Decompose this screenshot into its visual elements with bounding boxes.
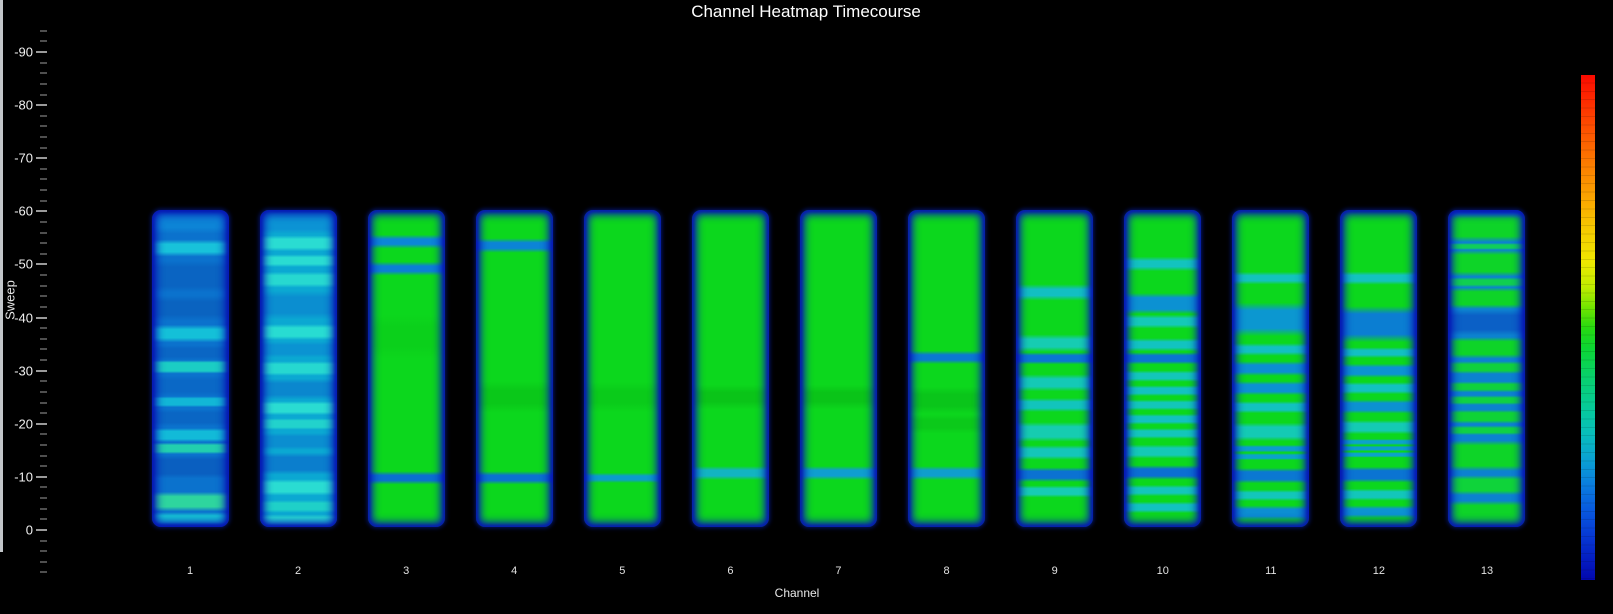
y-minor-tick [40, 486, 47, 489]
y-minor-tick [40, 189, 47, 192]
x-tick-label: 4 [511, 565, 518, 577]
y-tick-label: -60 [14, 203, 33, 219]
y-tick-label: -30 [14, 363, 33, 379]
x-tick-label: 8 [943, 565, 950, 577]
y-minor-tick [40, 29, 47, 32]
chart-title: Channel Heatmap Timecourse [691, 2, 921, 21]
y-tick-label: -90 [14, 44, 33, 60]
y-major-tick [36, 263, 47, 266]
y-minor-tick [40, 82, 47, 85]
x-tick-label: 10 [1156, 565, 1169, 577]
heatmap-column-channel-6 [691, 210, 769, 527]
y-minor-tick [40, 412, 47, 415]
y-major-tick [36, 316, 47, 319]
y-minor-tick [40, 518, 47, 521]
heatmap-column-channel-9 [1016, 210, 1094, 527]
heatmap-column-channel-7 [799, 210, 877, 527]
y-major-tick [36, 210, 47, 213]
y-minor-tick [40, 380, 47, 383]
heatmap-column-channel-11 [1232, 210, 1310, 527]
y-minor-tick [40, 305, 47, 308]
y-minor-tick [40, 252, 47, 255]
y-minor-tick [40, 465, 47, 468]
x-tick-label: 6 [727, 565, 734, 577]
heatmap-column-channel-12 [1340, 210, 1418, 527]
y-major-tick [36, 104, 47, 107]
heatmap-column-channel-8 [908, 210, 986, 527]
x-axis-label: Channel [774, 586, 820, 600]
y-minor-tick [40, 348, 47, 351]
x-tick-label: 1 [186, 565, 194, 577]
y-minor-tick [40, 93, 47, 96]
y-minor-tick [40, 550, 47, 553]
y-minor-tick [40, 231, 47, 234]
heatmap-column-channel-5 [583, 210, 661, 527]
y-minor-tick [40, 274, 47, 277]
y-tick-label: 0 [25, 522, 33, 538]
y-minor-tick [40, 560, 47, 563]
y-tick-label: -80 [14, 97, 33, 113]
colorbar-steps [1581, 75, 1595, 580]
y-tick-label: -20 [14, 416, 33, 432]
x-tick-label: 5 [619, 565, 626, 577]
y-major-tick [36, 157, 47, 160]
y-minor-tick [40, 199, 47, 202]
x-tick-label: 2 [295, 565, 302, 577]
y-minor-tick [40, 359, 47, 362]
y-minor-tick [40, 114, 47, 117]
colorbar [1581, 75, 1595, 580]
y-minor-tick [40, 327, 47, 330]
y-minor-tick [40, 72, 47, 75]
y-minor-tick [40, 433, 47, 436]
heatmap-column-channel-1 [151, 210, 229, 527]
y-major-tick [36, 422, 47, 425]
y-major-tick [36, 475, 47, 478]
y-tick-label: -40 [14, 310, 33, 325]
x-tick-label: 12 [1372, 565, 1385, 577]
y-minor-tick [40, 401, 47, 404]
y-tick-label: -50 [14, 256, 33, 272]
y-minor-tick [40, 539, 47, 542]
y-major-tick [36, 51, 47, 53]
y-minor-tick [40, 178, 47, 181]
heatmap-column-channel-4 [475, 210, 553, 527]
heatmap-column-channel-10 [1124, 210, 1202, 527]
x-tick-label: 11 [1265, 565, 1277, 577]
x-tick-label: 3 [403, 565, 410, 577]
y-minor-tick [40, 390, 47, 393]
y-tick-label: -70 [14, 150, 33, 166]
y-minor-tick [40, 167, 47, 170]
y-minor-tick [40, 220, 47, 223]
x-tick-label: 9 [1051, 565, 1058, 577]
heatmap-column-channel-3 [367, 210, 445, 527]
x-tick-label: 7 [835, 565, 842, 577]
y-minor-tick [40, 497, 47, 500]
y-minor-tick [40, 242, 47, 245]
y-tick-label: -10 [14, 469, 33, 485]
heatmap-column-channel-13 [1448, 210, 1526, 527]
y-minor-tick [40, 507, 47, 510]
y-minor-tick [40, 284, 47, 287]
y-minor-tick [40, 146, 47, 149]
y-minor-tick [40, 40, 47, 43]
window-left-edge [0, 0, 3, 552]
y-minor-tick [40, 443, 47, 446]
y-major-tick [36, 369, 47, 372]
y-minor-tick [40, 125, 47, 128]
y-minor-tick [40, 61, 47, 64]
y-minor-tick [40, 571, 47, 574]
x-tick-label: 13 [1480, 565, 1494, 577]
y-minor-tick [40, 337, 47, 340]
y-major-tick [36, 528, 47, 531]
y-minor-tick [40, 295, 47, 298]
y-minor-tick [40, 454, 47, 457]
y-minor-tick [40, 136, 47, 138]
heatmap-column-channel-2 [259, 210, 337, 527]
